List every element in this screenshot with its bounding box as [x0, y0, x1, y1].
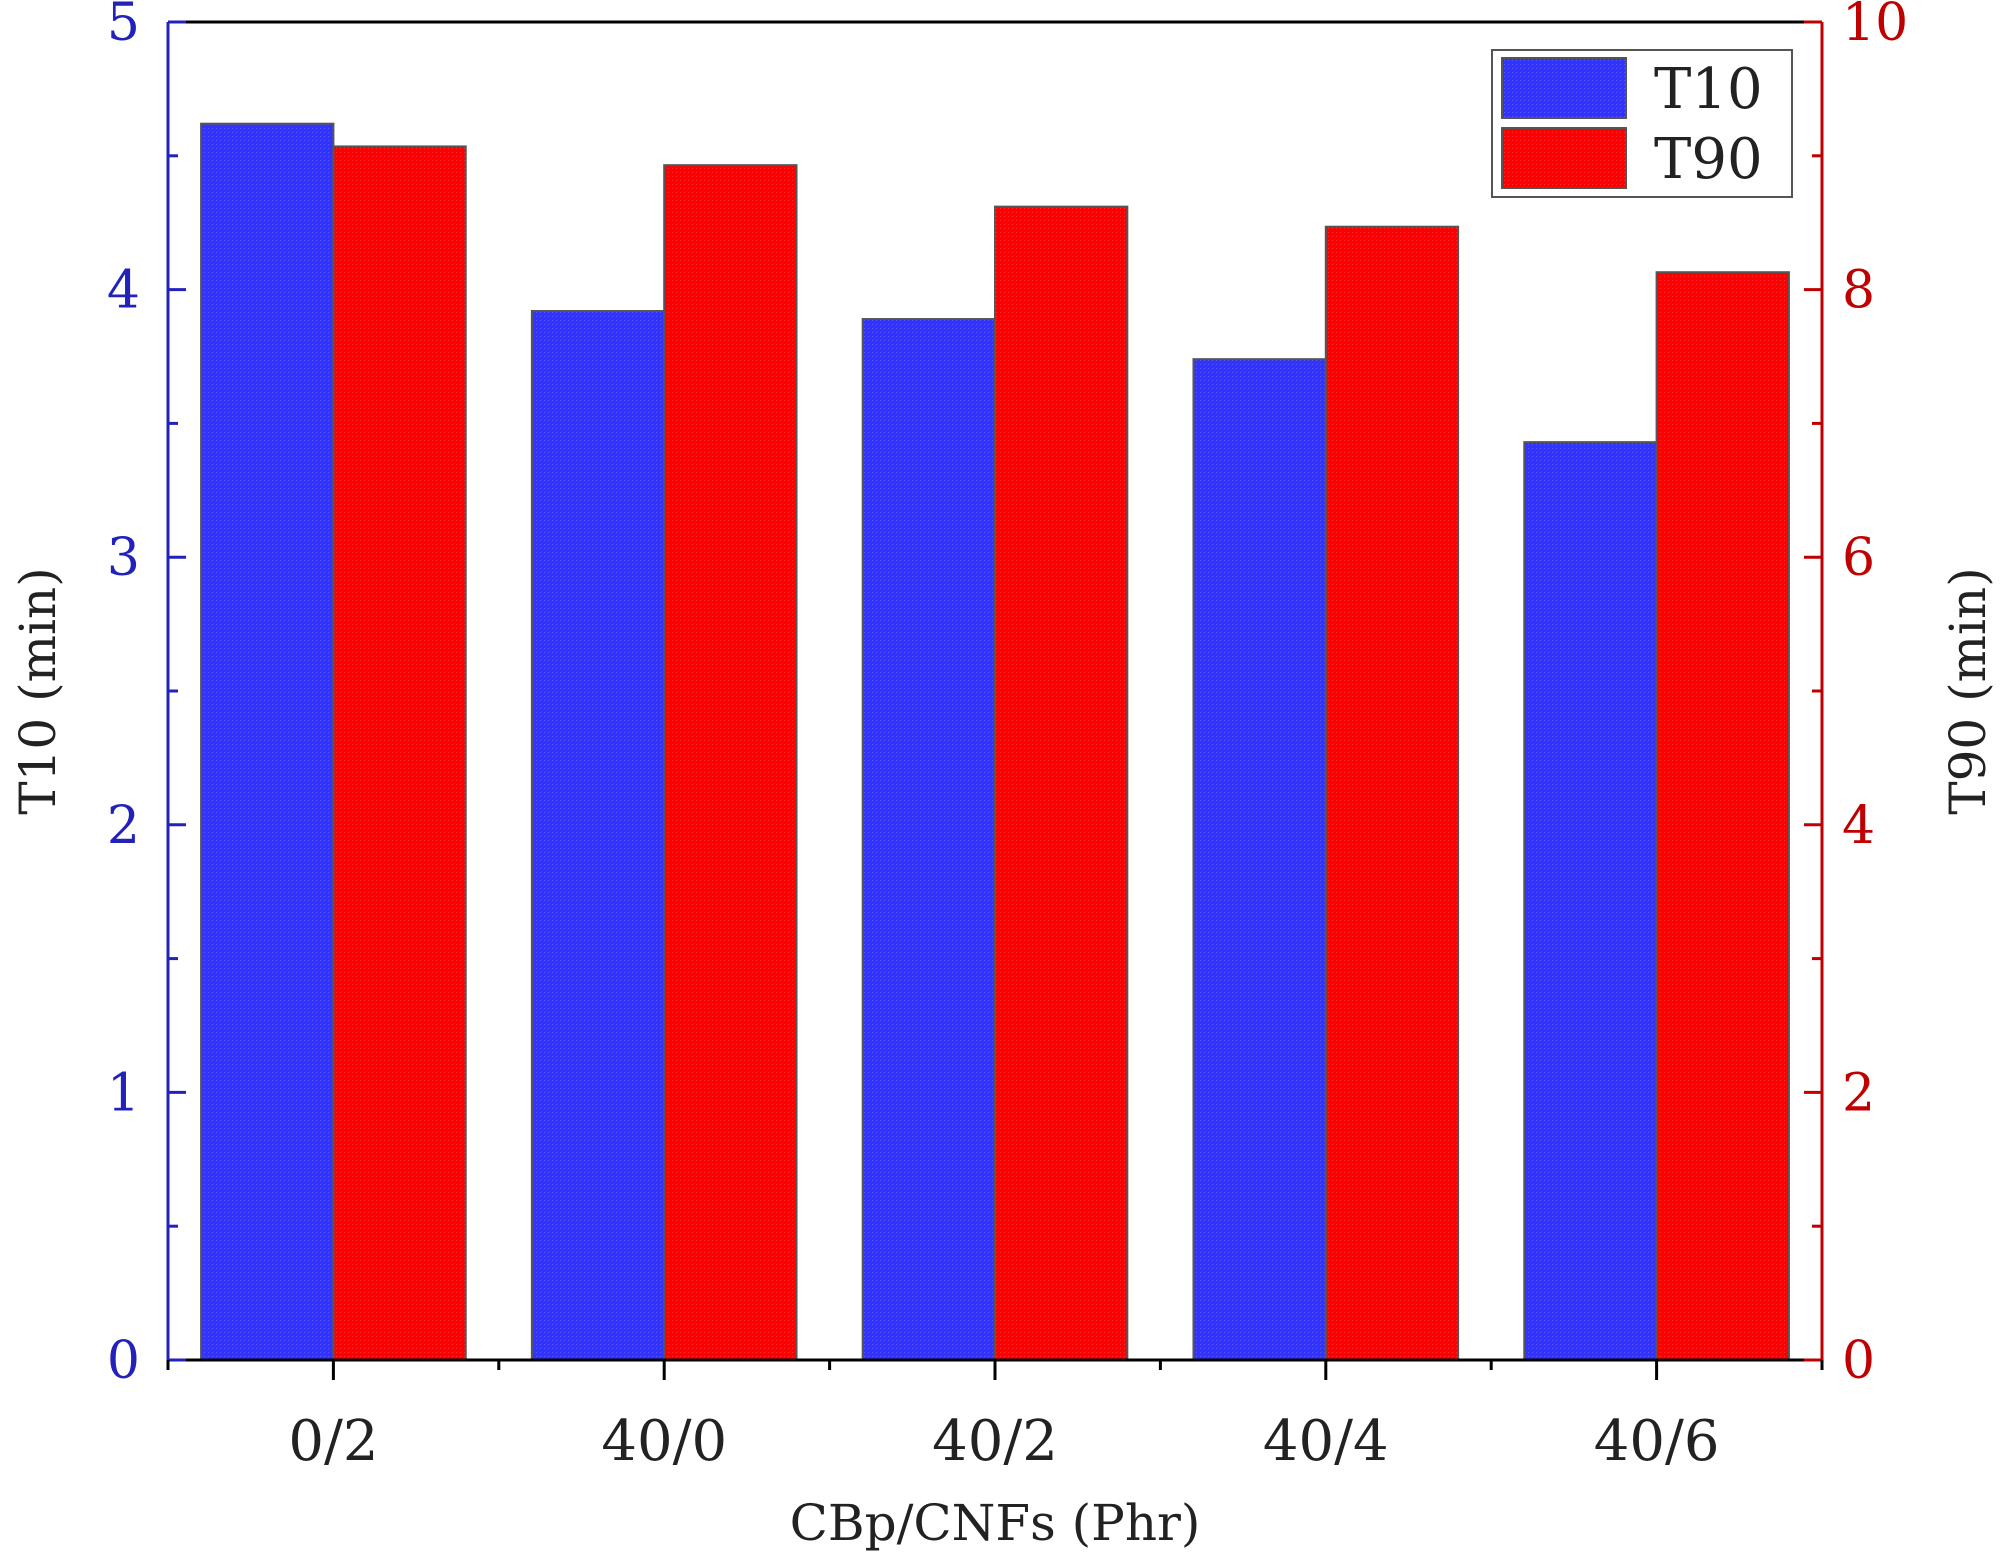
bar-t90-0 [332, 145, 467, 1362]
x-tick-label: 40/2 [932, 1409, 1058, 1474]
bar-t90-1 [663, 164, 798, 1361]
y-left-tick-label: 2 [107, 796, 140, 856]
y-right-tick-label: 10 [1842, 0, 1908, 53]
legend-label-t90: T90 [1654, 127, 1763, 192]
bar-t10-3 [1192, 358, 1327, 1361]
y-left-tick-label: 4 [107, 261, 140, 321]
x-tick-label: 40/0 [601, 1409, 727, 1474]
bar-t90-2 [994, 205, 1129, 1361]
bar-t10-4 [1523, 441, 1658, 1361]
ticks-layer: 0 1 2 3 4 5 0 2 4 6 8 10 0/2 40/0 40/2 40/4 40/6 [107, 0, 1908, 1474]
legend-swatch-t10 [1501, 57, 1627, 119]
y-right-tick-label: 4 [1842, 796, 1875, 856]
x-tick-label: 0/2 [288, 1409, 378, 1474]
x-axis-title: CBp/CNFs (Phr) [790, 1494, 1201, 1552]
y-right-tick-label: 8 [1842, 261, 1875, 321]
y-right-tick-label: 0 [1842, 1331, 1875, 1391]
y-right-tick-label: 2 [1842, 1063, 1875, 1123]
bar-t10-2 [861, 318, 996, 1361]
y-left-tick-label: 1 [107, 1063, 140, 1123]
x-tick-label: 40/4 [1263, 1409, 1389, 1474]
legend: T10 T90 [1491, 49, 1793, 198]
y-right-tick-label: 6 [1842, 528, 1875, 588]
y-left-tick-label: 5 [107, 0, 140, 53]
bar-t10-0 [200, 122, 335, 1362]
y-left-tick-label: 0 [107, 1331, 140, 1391]
legend-swatch-t90 [1501, 127, 1627, 189]
bar-t10-1 [530, 310, 666, 1361]
y-axis-left-title: T10 (min) [9, 567, 67, 815]
bars-layer [200, 122, 1790, 1362]
bar-t90-4 [1655, 271, 1790, 1361]
x-tick-label: 40/6 [1594, 1409, 1720, 1474]
bar-t90-3 [1324, 225, 1460, 1362]
legend-label-t10: T10 [1654, 57, 1763, 122]
y-axis-right-title: T90 (min) [1939, 567, 1997, 815]
y-left-tick-label: 3 [107, 528, 140, 588]
